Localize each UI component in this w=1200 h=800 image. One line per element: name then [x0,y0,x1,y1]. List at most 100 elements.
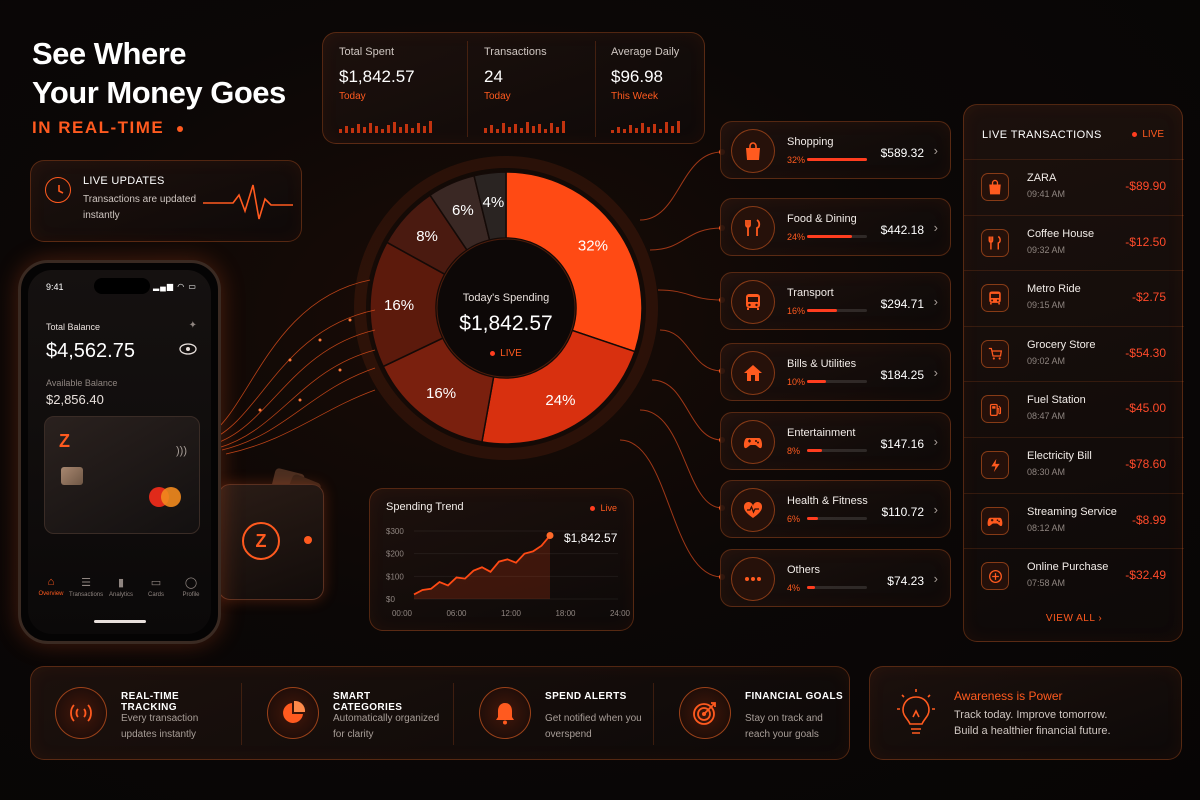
category-name: Others [787,564,821,576]
donut-slice[interactable] [505,171,643,353]
category-progress-fill [807,235,852,238]
transaction-amount: -$54.30 [1125,345,1166,360]
phone-notch [94,278,150,294]
category-card[interactable]: Entertainment 8% $147.16 › [720,412,951,470]
category-percent: 24% [787,232,806,242]
category-progress-fill [807,309,837,312]
bank-card[interactable]: Z ))) [44,416,200,534]
category-percent: 16% [787,306,806,316]
feature-description-line2: for clarity [333,729,374,740]
card-logo: Z [59,431,70,451]
chevron-right-icon: › [933,365,938,380]
hero-title-line2: Your Money Goes [32,75,286,110]
feature-description: Every transaction updates instantly [121,711,241,743]
category-progress-bar [807,380,867,383]
category-amount: $184.25 [880,368,924,382]
spending-donut-chart: 32% 24% 16% 16% 8% 6% 4% Today's Spending $1,8… [348,150,664,466]
trend-live-badge: Live [590,503,617,513]
category-card[interactable]: Shopping 32% $589.32 › [720,121,951,179]
status-icons: ▂▄▆ ◠ ▭ [153,282,197,291]
transaction-row[interactable]: Streaming Service 08:12 AM -$8.99 [964,492,1184,548]
total-balance-label: Total Balance [46,322,101,332]
chevron-right-icon: › [933,571,938,586]
donut-slice[interactable] [473,171,507,241]
donut-slice[interactable] [481,329,636,445]
transaction-time: 08:12 AM [1027,522,1066,533]
stat-value: 24 [484,67,503,86]
transaction-row[interactable]: Electricity Bill 08:30 AM -$78.60 [964,437,1184,492]
category-progress-bar [807,517,867,520]
view-all-text: VIEW ALL [1045,613,1096,624]
transaction-time: 07:58 AM [1027,578,1066,589]
target-icon [679,687,731,739]
feature-item: SMART CATEGORIES Automatically organized f… [241,667,443,761]
category-amount: $294.71 [880,297,924,311]
nav-icon: ⌂ [47,576,55,588]
sparkle-icon: ✦ [188,320,197,331]
category-amount: $74.23 [887,574,924,588]
x-tick-label: 24:00 [610,609,631,618]
home-indicator [94,620,146,623]
stat-total-spent: Total Spent $1,842.57 Today [323,33,450,145]
category-progress-fill [807,586,815,589]
live-transactions-live-text: LIVE [1142,129,1164,140]
lightning-icon [981,451,1009,479]
transaction-row[interactable]: Grocery Store 09:02 AM -$54.30 [964,325,1184,381]
trend-chart-svg: $300 $200 $100 $0 00:00 06:00 12:00 18:00 24:00 [386,527,631,618]
transaction-amount: -$8.99 [1131,512,1166,527]
feature-item: REAL-TIME TRACKING Every transaction updat… [31,667,231,761]
signal-waves-icon [55,687,107,739]
stat-value: $1,842.57 [339,67,415,86]
chevron-right-icon: › [933,434,938,449]
nav-item-overview[interactable]: ⌂ Overview [34,576,68,597]
bell-icon [479,687,531,739]
available-balance-value: $2,856.40 [46,392,104,407]
live-transactions-panel: LIVE TRANSACTIONS LIVE ZARA 09:41 AM -$89.… [963,104,1184,642]
nav-icon: ◯ [184,577,198,589]
nav-label: Transactions [69,592,104,598]
transaction-row[interactable]: Coffee House 09:32 AM -$12.50 [964,214,1184,270]
nav-item-cards[interactable]: ▭ Cards [139,576,173,598]
category-card[interactable]: Bills & Utilities 10% $184.25 › [720,343,951,401]
y-tick-label: $0 [386,595,395,604]
category-card[interactable]: Transport 16% $294.71 › [720,272,951,330]
transaction-name: Electricity Bill [1027,450,1092,462]
live-dot-icon [1132,131,1138,137]
nav-item-analytics[interactable]: ▮ Analytics [104,576,138,598]
category-card[interactable]: Health & Fitness 6% $110.72 › [720,480,951,538]
total-balance-value: $4,562.75 [46,340,135,362]
feature-description-line1: Get notified when you [545,713,642,724]
donut-slice-label: 4% [483,194,505,211]
hero-subtitle-text: IN REAL-TIME [32,118,165,137]
live-updates-card: LIVE UPDATES Transactions are updated in… [30,160,302,242]
category-progress-bar [807,449,867,452]
nav-item-transactions[interactable]: ☰ Transactions [69,576,103,598]
stat-label: Total Spent [339,46,395,58]
wallet-illustration: Z [218,467,328,600]
heart-icon [731,488,775,532]
wallet-logo-text: Z [255,530,267,551]
gamepad-icon [731,420,775,464]
stat-value: $96.98 [611,67,663,86]
category-card[interactable]: Food & Dining 24% $442.18 › [720,198,951,256]
y-tick-label: $200 [386,550,404,559]
awareness-line2: Build a healthier financial future. [954,725,1111,737]
transaction-row[interactable]: Fuel Station 08:47 AM -$45.00 [964,381,1184,436]
y-tick-label: $300 [386,527,404,536]
category-progress-bar [807,309,867,312]
category-percent: 32% [787,155,806,165]
transaction-row[interactable]: Online Purchase 07:58 AM -$32.49 [964,548,1184,603]
category-card[interactable]: Others 4% $74.23 › [720,549,951,607]
donut-center-value: $1,842.57 [459,312,553,335]
view-all-link[interactable]: VIEW ALL › [964,613,1184,624]
eye-icon[interactable] [179,342,197,356]
live-updates-desc-2: instantly [83,210,120,221]
nav-item-profile[interactable]: ◯ Profile [174,576,208,598]
transaction-name: ZARA [1027,172,1057,184]
category-progress-fill [807,449,822,452]
feature-description-line2: overspend [545,729,592,740]
awareness-line1: Track today. Improve tomorrow. [954,709,1108,721]
transaction-time: 09:15 AM [1027,300,1066,311]
transaction-row[interactable]: ZARA 09:41 AM -$89.90 [964,159,1184,214]
transaction-row[interactable]: Metro Ride 09:15 AM -$2.75 [964,270,1184,325]
